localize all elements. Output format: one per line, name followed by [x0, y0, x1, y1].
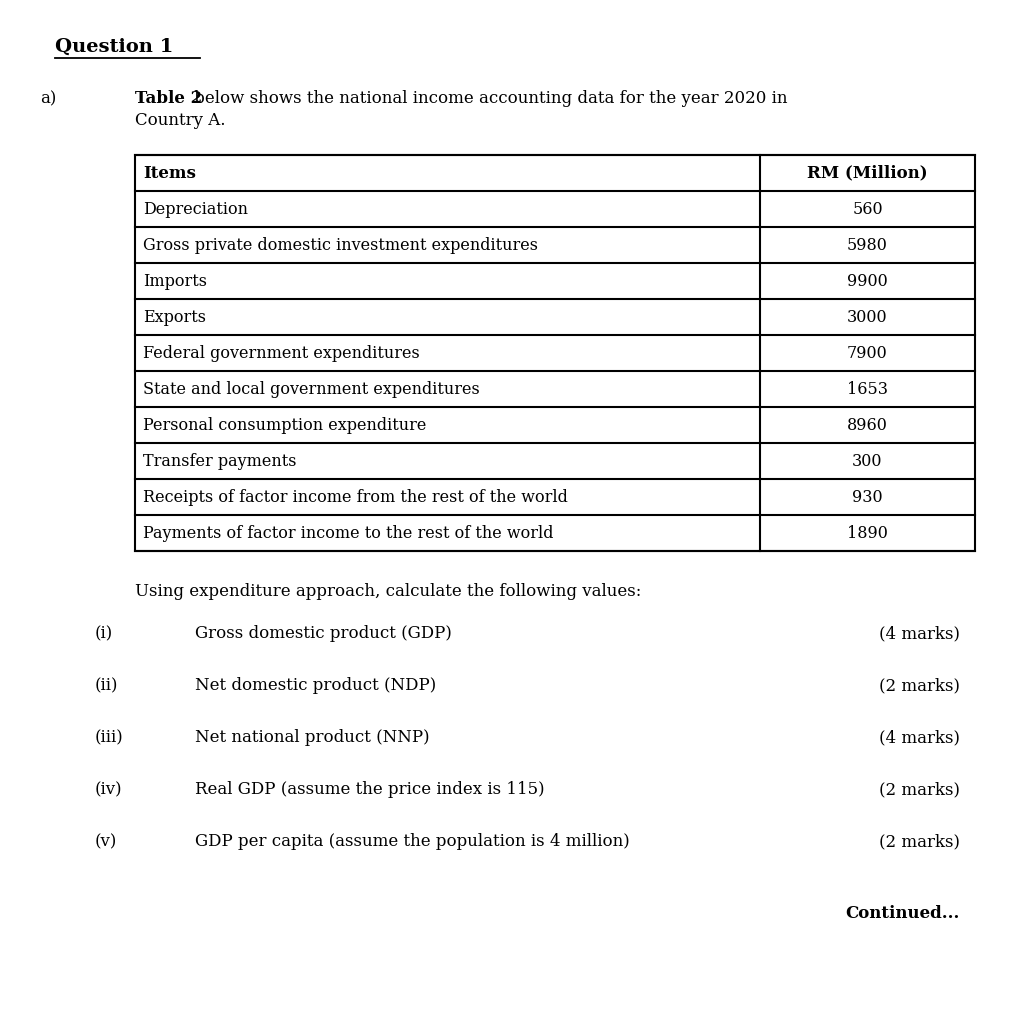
Text: 1890: 1890	[847, 524, 888, 542]
Text: 300: 300	[852, 453, 883, 469]
Text: (2 marks): (2 marks)	[879, 781, 960, 798]
Text: (iii): (iii)	[95, 729, 124, 746]
Text: Exports: Exports	[143, 308, 206, 326]
Text: Receipts of factor income from the rest of the world: Receipts of factor income from the rest …	[143, 488, 568, 506]
Text: Gross private domestic investment expenditures: Gross private domestic investment expend…	[143, 237, 538, 254]
Text: Real GDP (assume the price index is 115): Real GDP (assume the price index is 115)	[195, 781, 545, 798]
Text: (4 marks): (4 marks)	[879, 729, 960, 746]
Text: Net national product (NNP): Net national product (NNP)	[195, 729, 430, 746]
Text: RM (Million): RM (Million)	[807, 165, 927, 181]
Text: 5980: 5980	[847, 237, 888, 254]
Text: Using expenditure approach, calculate the following values:: Using expenditure approach, calculate th…	[135, 583, 641, 600]
Text: 7900: 7900	[847, 344, 888, 361]
Text: Depreciation: Depreciation	[143, 201, 248, 217]
Text: (ii): (ii)	[95, 677, 118, 694]
Text: GDP per capita (assume the population is 4 million): GDP per capita (assume the population is…	[195, 833, 630, 850]
Text: a): a)	[40, 90, 56, 106]
Text: Country A.: Country A.	[135, 112, 226, 129]
Text: State and local government expenditures: State and local government expenditures	[143, 381, 479, 397]
Text: 9900: 9900	[847, 272, 888, 290]
Text: 8960: 8960	[847, 417, 888, 433]
Text: Continued...: Continued...	[846, 905, 960, 922]
Text: (v): (v)	[95, 833, 117, 850]
Text: Federal government expenditures: Federal government expenditures	[143, 344, 419, 361]
Text: Table 2: Table 2	[135, 90, 203, 106]
Text: 3000: 3000	[847, 308, 888, 326]
Text: 560: 560	[852, 201, 883, 217]
Text: (2 marks): (2 marks)	[879, 677, 960, 694]
Text: (i): (i)	[95, 625, 113, 642]
Text: below shows the national income accounting data for the year 2020 in: below shows the national income accounti…	[189, 90, 788, 106]
Text: Question 1: Question 1	[55, 38, 173, 56]
Text: 1653: 1653	[847, 381, 888, 397]
Text: 930: 930	[852, 488, 883, 506]
Text: Payments of factor income to the rest of the world: Payments of factor income to the rest of…	[143, 524, 554, 542]
Text: Personal consumption expenditure: Personal consumption expenditure	[143, 417, 427, 433]
Text: Net domestic product (NDP): Net domestic product (NDP)	[195, 677, 437, 694]
Text: Gross domestic product (GDP): Gross domestic product (GDP)	[195, 625, 452, 642]
Text: (2 marks): (2 marks)	[879, 833, 960, 850]
Text: Items: Items	[143, 165, 195, 181]
Text: Transfer payments: Transfer payments	[143, 453, 296, 469]
Text: (4 marks): (4 marks)	[879, 625, 960, 642]
Bar	[135, 155, 975, 551]
Text: Imports: Imports	[143, 272, 207, 290]
Text: (iv): (iv)	[95, 781, 122, 798]
